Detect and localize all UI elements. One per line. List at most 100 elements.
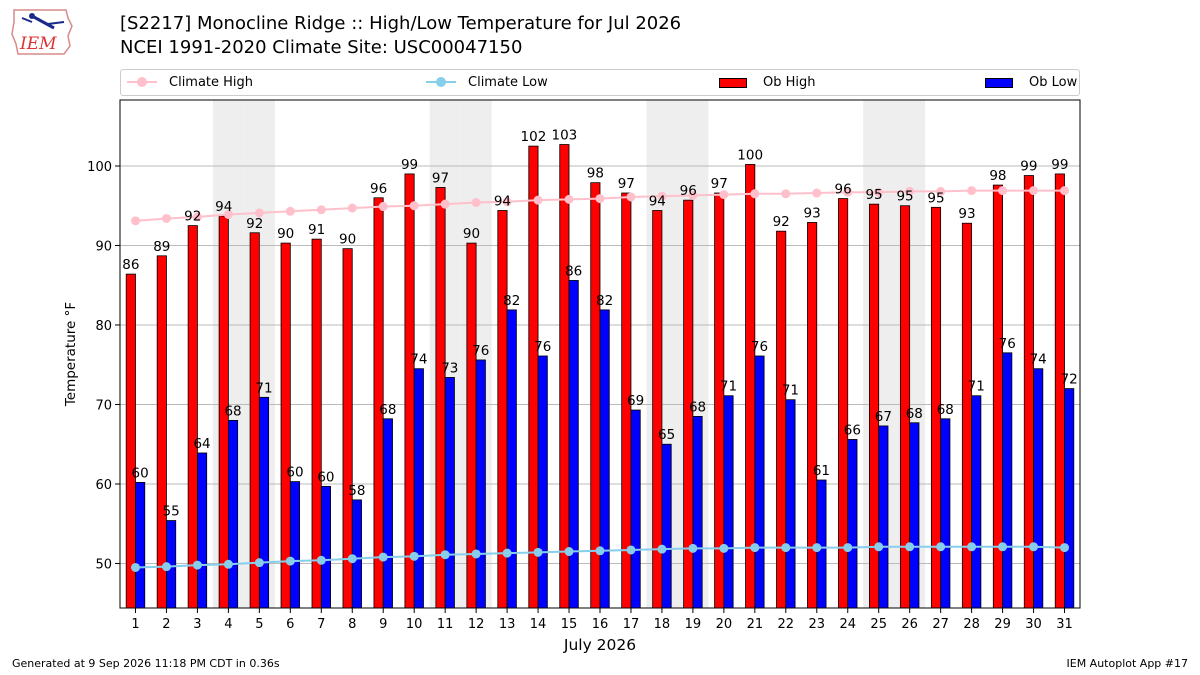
x-tick-label: 13 (499, 617, 516, 632)
ob-low-value-label: 71 (782, 383, 799, 399)
ob-low-bar (754, 355, 765, 609)
climate-high-point (285, 206, 295, 216)
climate-low-point (936, 542, 946, 552)
ob-low-value-label: 68 (224, 403, 241, 419)
x-tick-label: 23 (809, 617, 826, 632)
x-tick-label: 14 (530, 617, 547, 632)
ob-high-value-label: 97 (618, 176, 635, 192)
climate-high-point (719, 190, 729, 200)
ob-low-bar (940, 418, 951, 609)
ob-high-value-label: 93 (958, 206, 975, 222)
ob-low-value-label: 65 (658, 427, 675, 443)
climate-high-point (998, 186, 1008, 196)
ob-low-value-label: 76 (472, 343, 489, 359)
x-tick-label: 17 (623, 617, 640, 632)
ob-high-bar (125, 273, 136, 609)
climate-low-point (285, 556, 295, 566)
ob-low-bar (1002, 352, 1013, 609)
climate-low-point (843, 543, 853, 553)
ob-low-bar (537, 355, 548, 609)
ob-high-bar (435, 187, 446, 609)
x-tick-label: 29 (994, 617, 1011, 632)
x-tick-label: 25 (870, 617, 887, 632)
ob-high-bar (497, 210, 508, 609)
climate-low-point (223, 559, 233, 569)
climate-low-point (533, 547, 543, 557)
climate-low-point (905, 542, 915, 552)
ob-low-value-label: 60 (132, 465, 149, 481)
ob-low-bar (135, 481, 146, 609)
climate-low-point (564, 547, 574, 557)
ob-low-bar (351, 499, 362, 609)
ob-low-value-label: 60 (286, 465, 303, 481)
climate-high-point (533, 195, 543, 205)
climate-high-point (564, 194, 574, 204)
climate-high-point (905, 186, 915, 196)
climate-high-point (254, 208, 264, 218)
x-tick-label: 31 (1056, 617, 1073, 632)
ob-high-bar (559, 144, 570, 609)
app-credit: IEM Autoplot App #17 (1066, 657, 1189, 670)
ob-low-bar (1033, 368, 1044, 609)
x-tick-label: 21 (747, 617, 764, 632)
y-tick-label: 80 (95, 319, 112, 334)
ob-low-value-label: 71 (968, 379, 985, 395)
ob-low-value-label: 76 (999, 336, 1016, 352)
legend-label: Climate Low (468, 75, 548, 90)
legend-label: Ob High (763, 75, 816, 90)
ob-low-value-label: 69 (627, 393, 644, 409)
chart-subtitle: NCEI 1991-2020 Climate Site: USC00047150 (120, 37, 523, 58)
y-tick-label: 50 (95, 557, 112, 572)
climate-low-point (781, 543, 791, 553)
ob-high-value-label: 100 (737, 147, 763, 163)
ob-low-value-label: 61 (813, 463, 830, 479)
climate-high-point (440, 199, 450, 209)
ob-low-bar (289, 481, 301, 609)
y-tick-label: 60 (95, 478, 112, 493)
climate-low-point (719, 543, 729, 553)
ob-low-value-label: 68 (937, 402, 954, 418)
ob-high-bar (590, 182, 601, 609)
ob-low-bar (878, 425, 889, 609)
x-tick-label: 28 (963, 617, 980, 632)
ob-high-value-label: 92 (184, 209, 201, 225)
climate-low-point (254, 558, 264, 568)
x-tick-label: 7 (317, 617, 325, 632)
iowa-state-outline-icon (11, 9, 73, 55)
ob-high-bar (404, 173, 415, 609)
ob-low-value-label: 76 (751, 339, 768, 355)
ob-high-value-label: 93 (804, 205, 821, 221)
ob-high-value-label: 90 (339, 232, 356, 248)
x-tick-label: 12 (468, 617, 485, 632)
ob-low-value-label: 86 (565, 263, 582, 279)
climate-high-point (874, 187, 884, 197)
climate-low-point (502, 548, 512, 558)
legend-label: Climate High (169, 75, 254, 90)
climate-high-point (626, 192, 636, 202)
legend-swatch-icon (985, 77, 1013, 88)
ob-high-value-label: 91 (308, 222, 325, 238)
ob-high-value-label: 95 (865, 187, 882, 203)
ob-low-bar (227, 419, 239, 609)
ob-low-bar (320, 485, 331, 609)
ob-low-value-label: 76 (534, 339, 551, 355)
ob-low-bar (847, 439, 858, 609)
climate-high-point (595, 194, 605, 204)
ob-high-value-label: 92 (246, 216, 263, 232)
x-tick-label: 26 (901, 617, 918, 632)
climate-high-point (378, 202, 388, 212)
ob-low-bar (1064, 388, 1075, 609)
climate-low-point (378, 552, 388, 562)
ob-high-value-label: 99 (1020, 159, 1037, 175)
ob-low-bar (599, 309, 610, 609)
ob-low-value-label: 60 (317, 469, 334, 485)
climate-low-point (750, 543, 760, 553)
x-tick-label: 6 (286, 617, 294, 632)
ob-low-value-label: 72 (1061, 372, 1078, 388)
climate-high-point (688, 190, 698, 200)
ob-high-bar (249, 232, 260, 609)
climate-high-point (161, 213, 171, 223)
ob-high-value-label: 99 (401, 157, 418, 173)
ob-high-value-label: 98 (989, 168, 1006, 184)
